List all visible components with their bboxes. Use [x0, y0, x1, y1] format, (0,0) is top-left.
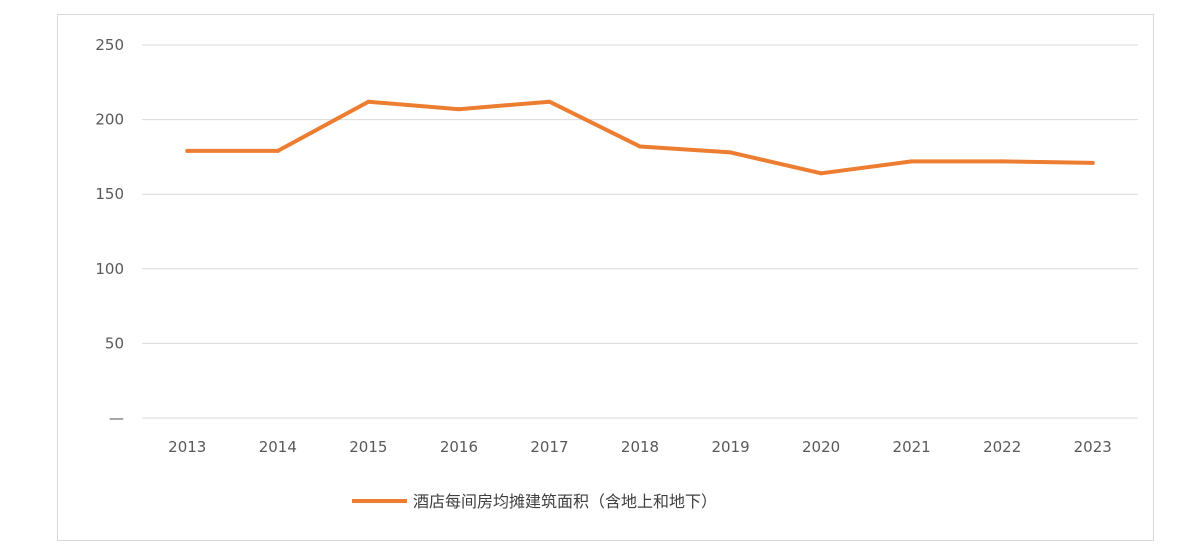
x-tick-label: 2016 — [440, 438, 478, 456]
x-tick-label: 2019 — [711, 438, 749, 456]
y-tick-label: — — [109, 409, 124, 427]
y-tick-label: 150 — [95, 185, 124, 203]
y-tick-label: 250 — [95, 36, 124, 54]
x-tick-label: 2013 — [168, 438, 206, 456]
series-line — [185, 99, 1095, 176]
data-point — [185, 148, 190, 153]
series-group — [185, 99, 1095, 176]
data-point — [366, 99, 371, 104]
data-point — [638, 144, 642, 149]
x-tick-label: 2015 — [349, 438, 387, 456]
data-point — [547, 99, 552, 104]
y-axis-ticks: — 50 100 150 200 250 — [95, 36, 124, 427]
data-point — [456, 107, 461, 112]
data-point — [728, 150, 733, 155]
x-tick-label: 2017 — [530, 438, 568, 456]
x-tick-label: 2023 — [1074, 438, 1112, 456]
legend: 酒店每间房均摊建筑面积（含地上和地下） — [352, 492, 717, 511]
y-tick-label: 200 — [95, 111, 124, 129]
y-tick-label: 100 — [95, 260, 124, 278]
gridlines — [142, 44, 1138, 419]
data-point — [1090, 160, 1095, 165]
x-tick-label: 2021 — [893, 438, 931, 456]
data-point — [1000, 159, 1005, 164]
legend-label: 酒店每间房均摊建筑面积（含地上和地下） — [413, 492, 717, 511]
data-point — [275, 148, 280, 153]
x-axis-ticks: 2013 2014 2015 2016 2017 2018 2019 2020 2021 2022… — [168, 438, 1112, 456]
y-tick-label: 50 — [105, 334, 124, 352]
chart-frame — [57, 14, 1154, 541]
x-tick-label: 2022 — [983, 438, 1021, 456]
x-tick-label: 2018 — [621, 438, 659, 456]
data-point — [819, 171, 824, 176]
data-point — [909, 159, 914, 164]
x-tick-label: 2020 — [802, 438, 840, 456]
x-tick-label: 2014 — [259, 438, 297, 456]
